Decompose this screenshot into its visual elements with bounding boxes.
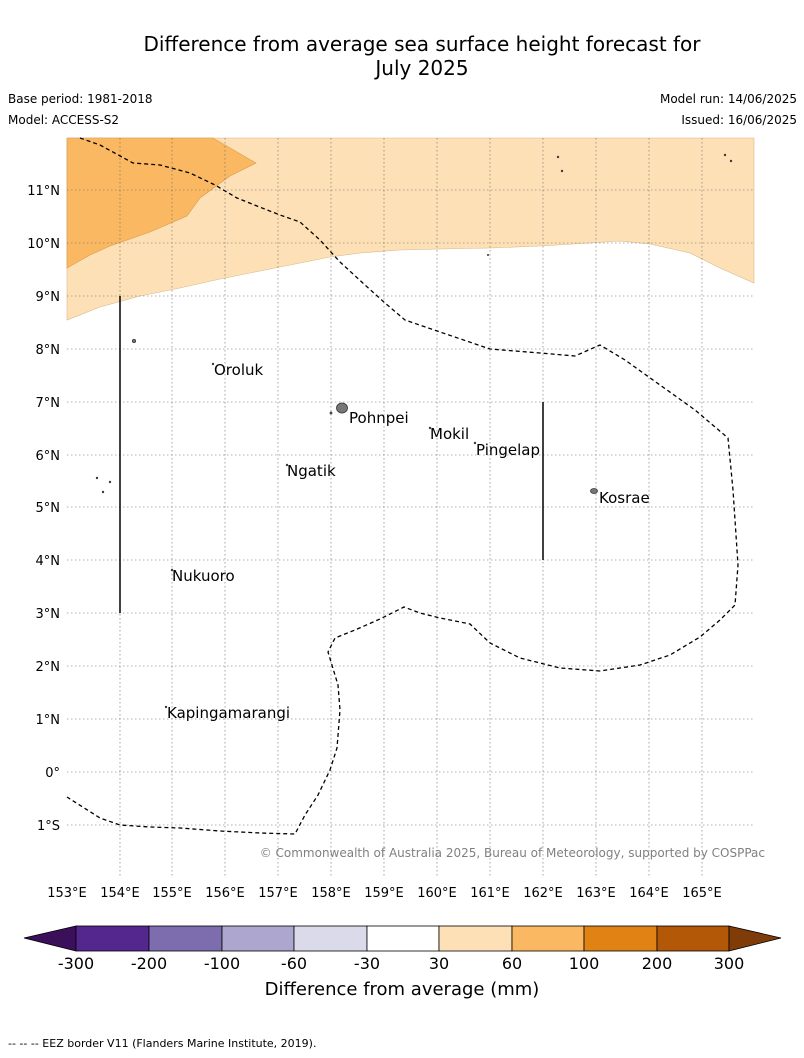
place-label-pingelap: Pingelap — [476, 441, 540, 459]
lat-label: 0° — [45, 766, 60, 781]
lon-label: 163°E — [576, 886, 616, 901]
pohnpei-island — [336, 402, 348, 414]
lon-label: 154°E — [100, 886, 140, 901]
place-label-nukuoro: Nukuoro — [172, 567, 235, 585]
lon-label: 162°E — [523, 886, 563, 901]
colorbar-tick: 30 — [429, 954, 449, 973]
lat-label: 10°N — [27, 237, 60, 252]
colorbar-arrow-high — [728, 925, 782, 952]
colorbar: -300 -200 -100 -60 -30 30 60 100 200 300… — [23, 925, 782, 1000]
colorbar-tick: 300 — [714, 954, 745, 973]
lon-label: 159°E — [364, 886, 404, 901]
lat-label: 7°N — [36, 396, 61, 411]
lat-label: 2°N — [36, 660, 61, 675]
colorbar-segment — [221, 925, 295, 952]
lon-label: 153°E — [47, 886, 87, 901]
issued-date: Issued: 16/06/2025 — [681, 113, 797, 127]
title-line-2: July 2025 — [375, 56, 469, 80]
lat-label: 8°N — [36, 343, 61, 358]
island-dot — [428, 426, 432, 430]
colorbar-tick: -300 — [58, 954, 94, 973]
island-dot — [285, 463, 289, 467]
place-label-kosrae: Kosrae — [599, 489, 650, 507]
model-name: Model: ACCESS-S2 — [8, 113, 120, 127]
colorbar-tick: 100 — [569, 954, 600, 973]
lon-label: 165°E — [682, 886, 722, 901]
lat-label: 1°S — [37, 819, 60, 834]
place-label-ngatik: Ngatik — [287, 462, 336, 480]
colorbar-segment — [366, 925, 440, 952]
island-dot — [560, 169, 564, 173]
colorbar-tick: 60 — [502, 954, 522, 973]
colorbar-tick: -100 — [204, 954, 240, 973]
map-area: Oroluk Pohnpei Mokil Pingelap Ngatik Kos… — [66, 137, 765, 878]
lat-label: 1°N — [36, 713, 61, 728]
eez-footnote: -- -- -- EEZ border V11 (Flanders Marine… — [8, 1037, 316, 1050]
island-dot — [211, 362, 215, 366]
place-label-kapingamarangi: Kapingamarangi — [167, 704, 290, 722]
lat-label: 6°N — [36, 449, 61, 464]
title-line-1: Difference from average sea surface heig… — [143, 32, 701, 56]
lat-label: 9°N — [36, 290, 61, 305]
island-dot — [101, 490, 105, 494]
lon-label: 164°E — [629, 886, 669, 901]
colorbar-segment — [656, 925, 730, 952]
lon-label: 158°E — [311, 886, 351, 901]
colorbar-segment — [148, 925, 223, 952]
colorbar-label: Difference from average (mm) — [265, 979, 540, 1000]
lat-label: 5°N — [36, 501, 61, 516]
island-dot — [170, 568, 174, 572]
lon-label: 157°E — [258, 886, 298, 901]
colorbar-tick: -60 — [281, 954, 307, 973]
colorbar-tick: -30 — [354, 954, 380, 973]
island-dot — [473, 441, 477, 445]
island-dot — [95, 476, 99, 480]
island-dot — [486, 253, 489, 256]
lon-label: 161°E — [470, 886, 510, 901]
lat-label: 11°N — [27, 184, 60, 199]
island-dot — [723, 153, 727, 157]
lat-label: 4°N — [36, 554, 61, 569]
place-label-pohnpei: Pohnpei — [349, 409, 409, 427]
colorbar-segment — [583, 925, 658, 952]
lon-label: 156°E — [205, 886, 245, 901]
islands — [95, 153, 733, 709]
place-label-oroluk: Oroluk — [214, 361, 263, 379]
island-dot — [164, 705, 168, 709]
colorbar-arrow-low — [23, 925, 77, 952]
anomaly-patch-60-100 — [66, 137, 257, 269]
base-period: Base period: 1981-2018 — [8, 92, 153, 106]
island-dot — [329, 411, 333, 415]
island-dot — [556, 155, 560, 159]
gridlines — [67, 138, 754, 878]
colorbar-tick: -200 — [131, 954, 167, 973]
place-label-mokil: Mokil — [430, 425, 469, 443]
lon-label: 155°E — [152, 886, 192, 901]
colorbar-tick: 200 — [642, 954, 673, 973]
copyright-text: © Commonwealth of Australia 2025, Bureau… — [260, 846, 765, 860]
colorbar-segment — [293, 925, 368, 952]
island-dot — [131, 338, 136, 343]
colorbar-segment — [75, 925, 150, 952]
anomaly-band-30-60 — [66, 137, 755, 321]
island-dot — [108, 480, 112, 484]
eez-border — [66, 137, 739, 835]
lon-label: 160°E — [417, 886, 457, 901]
colorbar-segment — [511, 925, 585, 952]
colorbar-segment — [438, 925, 513, 952]
kosrae-island — [590, 488, 598, 494]
model-run: Model run: 14/06/2025 — [659, 92, 797, 106]
lat-label: 3°N — [36, 607, 61, 622]
latitude-labels: 11°N 10°N 9°N 8°N 7°N 6°N 5°N 4°N 3°N 2°… — [27, 184, 60, 834]
longitude-labels: 153°E 154°E 155°E 156°E 157°E 158°E 159°… — [47, 886, 722, 901]
island-dot — [729, 159, 733, 163]
